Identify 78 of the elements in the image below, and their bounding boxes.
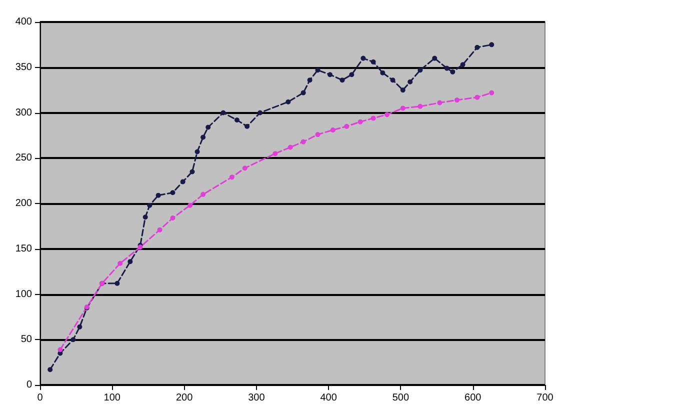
x-tick-label: 300 [248, 392, 266, 404]
point [370, 59, 376, 64]
point [437, 100, 442, 106]
y-tick-label: 400 [15, 16, 32, 28]
point [200, 192, 206, 197]
point [242, 166, 248, 171]
point [286, 99, 291, 104]
point [128, 259, 133, 264]
point [70, 337, 76, 342]
point [206, 124, 211, 130]
point [77, 324, 82, 330]
point [234, 118, 240, 123]
y-tick-label: 350 [15, 62, 32, 73]
point [170, 190, 176, 196]
y-tick-label: 0 [26, 380, 32, 390]
y-tick-label: 100 [15, 288, 32, 300]
x-tick-label: 200 [176, 392, 194, 404]
point [444, 66, 450, 71]
point [408, 79, 413, 84]
point [344, 124, 350, 129]
point [474, 44, 480, 50]
point [390, 78, 396, 83]
point [170, 216, 176, 221]
x-tick-label: 0 [37, 392, 44, 404]
point [360, 56, 366, 61]
y-tick-label: 50 [20, 334, 32, 346]
point [432, 56, 438, 61]
point [114, 280, 120, 286]
x-tick-label: 100 [104, 392, 121, 404]
point [340, 78, 345, 83]
point [157, 227, 162, 232]
point [194, 149, 200, 154]
point [315, 132, 320, 138]
point [188, 202, 193, 208]
point [272, 151, 278, 156]
point [460, 62, 466, 68]
x-tick-label: 500 [392, 392, 410, 404]
point [328, 72, 333, 78]
point [147, 202, 152, 208]
point [258, 110, 263, 116]
point [200, 134, 206, 140]
point [384, 112, 390, 118]
point [330, 127, 336, 132]
point [349, 72, 354, 78]
x-tick-label: 400 [320, 392, 338, 404]
point [418, 104, 423, 109]
y-tick-label: 250 [15, 152, 32, 164]
point [229, 174, 234, 180]
point [142, 214, 148, 220]
point [307, 78, 312, 83]
point [489, 42, 494, 48]
point [156, 192, 161, 198]
point [474, 94, 480, 100]
y-tick-label: 150 [15, 243, 32, 254]
point [48, 367, 53, 372]
point [418, 68, 423, 73]
point [300, 90, 306, 96]
point [370, 116, 376, 121]
point [489, 90, 494, 96]
point [118, 260, 123, 266]
point [358, 119, 363, 124]
x-tick-label: 600 [464, 392, 482, 404]
point [220, 110, 226, 116]
point [400, 106, 406, 111]
point [380, 70, 386, 76]
point [454, 98, 460, 103]
x-tick-label: 700 [536, 392, 554, 404]
y-tick-label: 300 [15, 107, 32, 118]
point [180, 179, 186, 184]
point [244, 124, 250, 129]
y-tick-label: 200 [15, 198, 32, 209]
point [300, 139, 306, 144]
point [315, 68, 320, 73]
point [450, 69, 456, 74]
point [400, 88, 406, 93]
point [58, 347, 63, 352]
point [190, 169, 195, 174]
point [288, 144, 293, 150]
